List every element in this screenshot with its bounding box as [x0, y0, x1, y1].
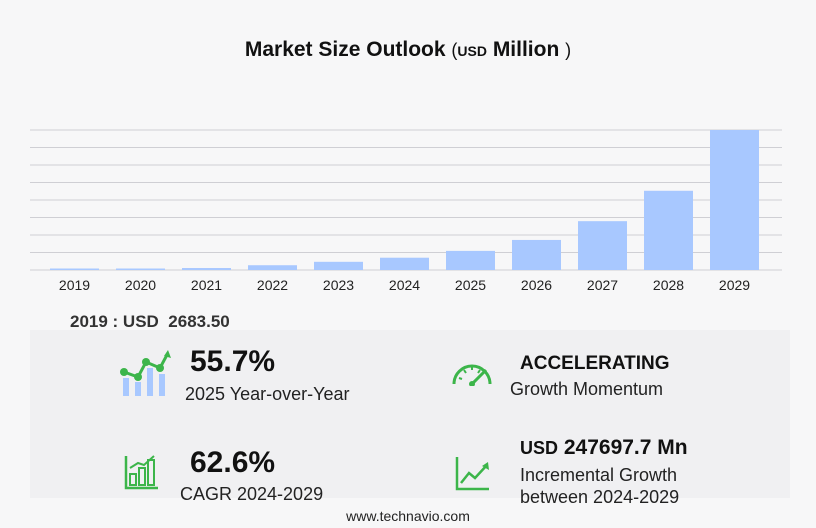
- incremental-label-1: Incremental Growth: [520, 465, 678, 485]
- x-tick-label-2020: 2020: [125, 277, 156, 293]
- footer-url: www.technavio.com: [346, 508, 470, 524]
- x-tick-label-2024: 2024: [389, 277, 420, 293]
- yoy-label: 2025 Year-over-Year: [185, 384, 350, 404]
- trend-line-icon: [455, 457, 489, 491]
- growth-bars-icon: [120, 350, 171, 396]
- unit-open-paren: (: [451, 40, 458, 60]
- incremental-currency: USD: [520, 438, 559, 458]
- base-year-value: 2683.50: [168, 312, 230, 331]
- momentum-label: Growth Momentum: [510, 379, 664, 399]
- x-tick-label-2022: 2022: [257, 277, 288, 293]
- bar-2028: [644, 190, 693, 270]
- bar-2029: [710, 130, 759, 270]
- bar-2020: [116, 268, 165, 270]
- bar-2021: [182, 268, 231, 270]
- bar-2026: [512, 239, 561, 270]
- cagr-value: 62.6%: [190, 446, 276, 479]
- x-tick-label-2023: 2023: [323, 277, 354, 293]
- incremental-value: 247697.7 Mn: [563, 436, 688, 459]
- x-axis-labels: 2019 2020 2021 2022 2023 2024 2025 2026 2027 2028…: [59, 277, 750, 293]
- bar-2025: [446, 250, 495, 270]
- bar-2027: [578, 221, 627, 270]
- bar-2023: [314, 261, 363, 270]
- yoy-value: 55.7%: [190, 345, 276, 378]
- unit-close-paren: ): [565, 40, 572, 60]
- base-year-line: 2019 : USD 2683.50: [70, 312, 230, 332]
- incremental-label-2: between 2024-2029: [520, 487, 680, 507]
- bars-group: [50, 130, 759, 270]
- momentum-value: ACCELERATING: [520, 353, 670, 374]
- unit-word: Million: [492, 38, 560, 61]
- speedometer-icon: [452, 364, 492, 386]
- base-year-label: 2019 : USD: [70, 312, 159, 331]
- bar-chart: 2019 2020 2021 2022 2023 2024 2025 2026 2027 2028…: [30, 129, 782, 293]
- bar-2022: [248, 265, 297, 270]
- kpi-panel: [30, 330, 790, 498]
- chart-title: Market Size Outlook (USD Million ): [0, 38, 816, 62]
- title-text: Market Size Outlook: [244, 38, 446, 61]
- x-tick-label-2021: 2021: [191, 277, 222, 293]
- incremental-value-line: USD 247697.7 Mn: [520, 436, 688, 460]
- unit-currency: USD: [457, 43, 487, 59]
- x-tick-label-2028: 2028: [653, 277, 684, 293]
- x-tick-label-2025: 2025: [455, 277, 486, 293]
- bar-2024: [380, 257, 429, 270]
- bar-2019: [50, 268, 99, 270]
- x-tick-label-2029: 2029: [719, 277, 750, 293]
- x-tick-label-2027: 2027: [587, 277, 618, 293]
- cagr-label: CAGR 2024-2029: [180, 484, 324, 504]
- bar-chart-icon: [124, 455, 158, 490]
- x-tick-label-2026: 2026: [521, 277, 552, 293]
- x-tick-label-2019: 2019: [59, 277, 90, 293]
